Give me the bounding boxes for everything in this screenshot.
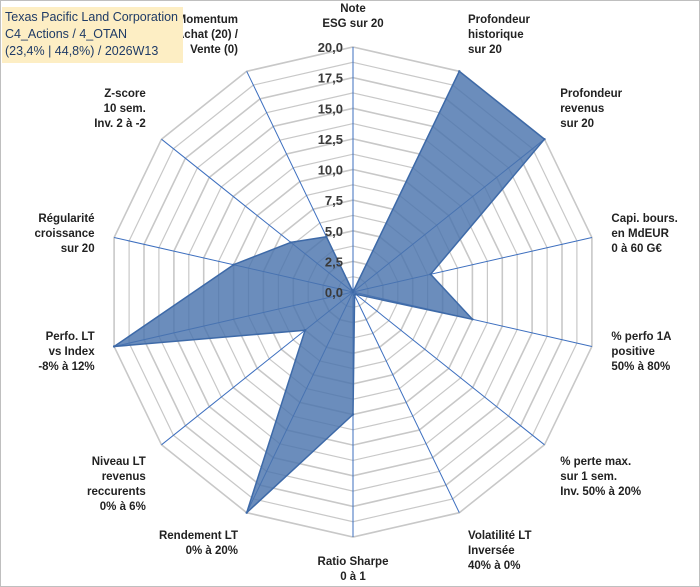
axis-label: Note ESG sur 20 <box>322 3 383 30</box>
axis-label-line: sur 20 <box>560 118 594 130</box>
axis-label-line: Achat (20) / <box>176 29 239 41</box>
axis-label: Capi. bours. en MdEUR 0 à 60 G€ <box>611 213 677 255</box>
axis-label-line: sur 20 <box>468 44 502 56</box>
axis-label-line: historique <box>468 29 524 41</box>
title-line-company: Texas Pacific Land Corporation <box>5 10 179 24</box>
data-point <box>543 138 546 141</box>
data-point <box>289 241 292 244</box>
axis-label: % perte max. sur 1 sem. Inv. 50% à 20% <box>560 456 641 498</box>
axis-label-line: 40% à 0% <box>468 560 520 572</box>
axis-label-line: -8% à 12% <box>38 361 94 373</box>
axis-label-line: Rendement LT <box>159 530 238 542</box>
tick-label: 12,5 <box>318 132 343 147</box>
axis-label-line: Inversée <box>468 545 515 557</box>
axis-label-line: Inv. 50% à 20% <box>560 486 641 498</box>
data-point <box>112 345 116 348</box>
axis-label-line: 0 à 60 G€ <box>611 243 662 255</box>
axis-label-line: 0% à 6% <box>100 501 146 513</box>
data-point <box>245 511 248 514</box>
axis-label-line: Profondeur <box>560 88 622 100</box>
axis-label-line: en MdEUR <box>611 228 669 240</box>
axis-label-line: Vente (0) <box>190 44 238 56</box>
axis-label: Ratio Sharpe 0 à 1 <box>318 556 389 583</box>
chart-title: Texas Pacific Land Corporation C4_Action… <box>2 7 184 63</box>
axis-label: Momentum Achat (20) / Vente (0) <box>176 14 239 56</box>
data-point <box>353 294 356 297</box>
axis-label: Niveau LT revenus reccurents 0% à 6% <box>87 456 146 513</box>
axis-label-line: 10 sem. <box>104 103 146 115</box>
axis-label-line: 0 à 1 <box>340 571 366 583</box>
axis-label-line: Momentum <box>177 14 238 26</box>
axis-label-line: Volatilité LT <box>468 530 531 542</box>
tick-label: 2,5 <box>325 254 343 269</box>
axis-label-line: % perte max. <box>560 456 631 468</box>
tick-label: 5,0 <box>325 224 343 239</box>
axis-label-line: vs Index <box>49 346 96 358</box>
axis-label-line: Niveau LT <box>92 456 146 468</box>
data-point <box>351 290 355 294</box>
axis-label-line: revenus <box>102 471 146 483</box>
axis-spoke <box>352 291 545 446</box>
tick-label: 7,5 <box>325 193 343 208</box>
axis-label-line: reccurents <box>87 486 146 498</box>
axis-label-line: Z-score <box>104 88 146 100</box>
data-point <box>325 235 328 238</box>
data-point <box>429 273 432 276</box>
axis-label-line: Note <box>340 3 366 15</box>
axis-label-line: sur 20 <box>61 243 95 255</box>
axis-label-line: ESG sur 20 <box>322 18 383 30</box>
axis-label-line: croissance <box>34 228 94 240</box>
axis-label: Perfo. LT vs Index -8% à 12% <box>38 331 95 373</box>
axis-label: Profondeur revenus sur 20 <box>560 88 622 130</box>
data-point <box>351 413 355 416</box>
tick-label: 17,5 <box>318 71 343 86</box>
axis-label-line: 0% à 20% <box>186 545 238 557</box>
axis-label-line: Profondeur <box>468 14 530 26</box>
tick-label: 0,0 <box>325 285 343 300</box>
data-point <box>471 318 474 321</box>
axis-label-line: Capi. bours. <box>611 213 677 225</box>
axis-label: % perfo 1A positive 50% à 80% <box>611 331 671 373</box>
axis-spoke <box>352 291 460 513</box>
axis-label: Z-score 10 sem. Inv. 2 à -2 <box>94 88 146 130</box>
axis-label: Volatilité LT Inversée 40% à 0% <box>468 530 531 572</box>
title-line-stats: (23,4% | 44,8%) / 2026W13 <box>5 44 159 58</box>
axis-label-line: 50% à 80% <box>611 361 670 373</box>
axis-label-line: Ratio Sharpe <box>318 556 389 568</box>
tick-label: 15,0 <box>318 101 343 116</box>
axis-label-line: revenus <box>560 103 604 115</box>
axis-label: Profondeur historique sur 20 <box>468 14 530 56</box>
axis-label-line: Inv. 2 à -2 <box>94 118 146 130</box>
data-point <box>303 329 307 332</box>
data-point <box>458 70 461 73</box>
axis-label-line: % perfo 1A <box>611 331 671 343</box>
tick-label: 10,0 <box>318 163 343 178</box>
tick-label: 20,0 <box>318 40 343 55</box>
axis-label-line: positive <box>611 346 654 358</box>
axis-label: Régularité croissance sur 20 <box>34 213 94 255</box>
axis-label-line: Perfo. LT <box>46 331 95 343</box>
title-line-category: C4_Actions / 4_OTAN <box>5 27 128 41</box>
axis-label: Rendement LT 0% à 20% <box>159 530 238 557</box>
axis-label-line: sur 1 sem. <box>560 471 617 483</box>
axis-label-line: Régularité <box>38 213 94 225</box>
data-point <box>232 263 235 266</box>
